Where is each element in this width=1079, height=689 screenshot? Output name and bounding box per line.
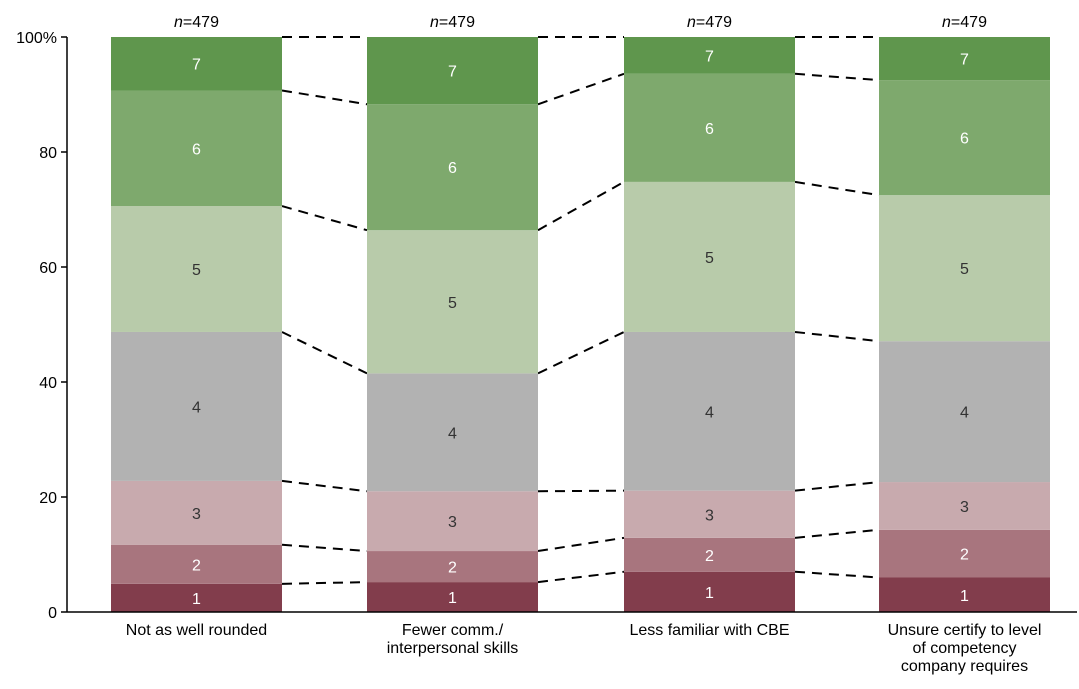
y-tick-label: 60	[39, 260, 57, 277]
connector-line	[281, 331, 368, 375]
bar-segment-4	[879, 341, 1050, 483]
connector-line	[794, 528, 880, 539]
segment-label: 1	[448, 590, 457, 607]
bar-segment-6	[367, 104, 538, 231]
connector-line	[537, 331, 625, 375]
segment-label: 4	[448, 425, 457, 442]
segment-label: 7	[960, 52, 969, 69]
segment-label: 1	[960, 588, 969, 605]
segment-label: 5	[960, 261, 969, 278]
bar-segment-7	[624, 37, 795, 74]
connector-line	[537, 536, 625, 553]
segment-label: 1	[705, 585, 714, 602]
bar-segment-3	[367, 491, 538, 552]
segment-label: 4	[960, 405, 969, 422]
bar-segment-5	[367, 230, 538, 374]
segment-label: 2	[448, 560, 457, 577]
bar-segment-1	[367, 582, 538, 612]
y-tick-label: 0	[48, 605, 57, 622]
connector-line	[281, 581, 368, 585]
segment-label: 2	[192, 557, 201, 574]
x-tick-label: Unsure certify to level of competency comp…	[888, 622, 1042, 675]
connector-line	[537, 570, 625, 584]
segment-label: 3	[448, 514, 457, 531]
segment-label: 5	[448, 295, 457, 312]
connector-line	[794, 72, 880, 82]
bar-segment-4	[111, 331, 282, 481]
bar-segment-7	[111, 37, 282, 91]
bar-segment-1	[624, 571, 795, 612]
connector-line	[281, 89, 368, 106]
segment-label: 6	[448, 160, 457, 177]
bar-segment-3	[879, 482, 1050, 530]
bar-segment-5	[879, 195, 1050, 342]
segment-label: 7	[705, 48, 714, 65]
segment-label: 3	[705, 507, 714, 524]
connector-line	[537, 72, 625, 106]
y-tick-label: 20	[39, 490, 57, 507]
connector-line	[281, 479, 368, 493]
segment-label: 5	[705, 250, 714, 267]
segment-label: 7	[192, 57, 201, 74]
connector-line	[281, 205, 368, 232]
bar-segment-1	[879, 577, 1050, 612]
x-tick-label: Less familiar with CBE	[629, 622, 789, 639]
bar-segment-6	[111, 90, 282, 207]
segment-label: 3	[192, 506, 201, 523]
bar-segment-5	[624, 181, 795, 332]
segment-label: 4	[705, 404, 714, 421]
bar-segment-2	[624, 537, 795, 572]
bar-segment-5	[111, 206, 282, 332]
bar-segment-7	[879, 37, 1050, 81]
segment-label: 2	[705, 548, 714, 565]
n-label: n=479	[174, 14, 219, 31]
connector-line	[794, 180, 880, 197]
bar-segment-6	[879, 80, 1050, 196]
segment-label: 7	[448, 64, 457, 81]
bar-segment-2	[111, 544, 282, 584]
bar-segment-3	[111, 480, 282, 545]
connector-line	[794, 481, 880, 492]
n-label: n=479	[687, 14, 732, 31]
connector-line	[794, 330, 880, 343]
x-tick-label: Fewer comm./interpersonal skills	[387, 622, 519, 657]
bar-segment-2	[367, 551, 538, 583]
segment-label: 4	[192, 399, 201, 416]
connector-line	[281, 543, 368, 553]
segment-label: 1	[192, 591, 201, 608]
segment-label: 6	[705, 121, 714, 138]
y-tick-label: 40	[39, 375, 57, 392]
bar-segment-7	[367, 37, 538, 105]
n-label: n=479	[430, 14, 475, 31]
n-label: n=479	[942, 14, 987, 31]
bar-segment-6	[624, 73, 795, 182]
connector-line	[794, 570, 880, 579]
bar-segment-1	[111, 583, 282, 612]
bar-segment-4	[367, 373, 538, 492]
connector-line	[537, 489, 625, 493]
segment-label: 3	[960, 499, 969, 516]
segment-label: 5	[192, 262, 201, 279]
bar-segment-3	[624, 490, 795, 538]
segment-label: 6	[960, 131, 969, 148]
connector-line	[537, 181, 625, 232]
segment-label: 6	[192, 141, 201, 158]
x-tick-label: Not as well rounded	[126, 622, 267, 639]
bar-segment-4	[624, 331, 795, 491]
y-tick-label: 100%	[16, 30, 57, 47]
segment-label: 2	[960, 547, 969, 564]
bar-segment-2	[879, 529, 1050, 578]
y-tick-label: 80	[39, 145, 57, 162]
